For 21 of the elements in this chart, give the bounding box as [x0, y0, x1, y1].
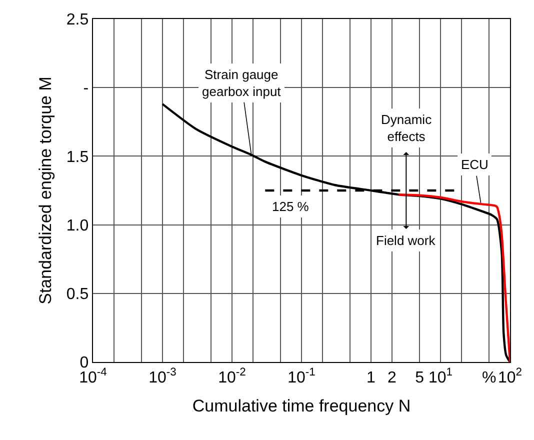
x-tick-label: 10$^{-3}$	[148, 366, 176, 386]
annotation: 125 %	[272, 199, 310, 214]
x-tick-label: 10$^{-1}$	[288, 366, 316, 386]
y-tick-label: 1.0	[66, 217, 89, 234]
y-tick-label: 0.5	[66, 286, 89, 303]
x-tick-label: %	[482, 369, 496, 386]
x-tick-label: 1	[366, 369, 376, 386]
x-axis-title: Cumulative time frequency N	[192, 396, 411, 416]
y-tick-label: 2.5	[66, 12, 89, 29]
x-tick-label: 10$^{2}$	[498, 366, 522, 386]
annotation: ECU	[461, 157, 488, 172]
annotation: Strain gauge gearbox input	[202, 67, 282, 99]
x-tick-label: 10$^{1}$	[428, 366, 453, 386]
y-axis-title: Standardized engine torque M	[36, 76, 55, 304]
x-tick-label: 5	[415, 369, 424, 386]
annotation: Field work	[376, 233, 436, 248]
y-tick-label: 1.5	[66, 148, 89, 166]
annotation: Dynamic effects	[381, 112, 432, 144]
x-tick-label: 2	[387, 369, 396, 386]
y-tick-label: -	[83, 80, 89, 98]
x-tick-label: 10$^{-2}$	[218, 366, 246, 386]
